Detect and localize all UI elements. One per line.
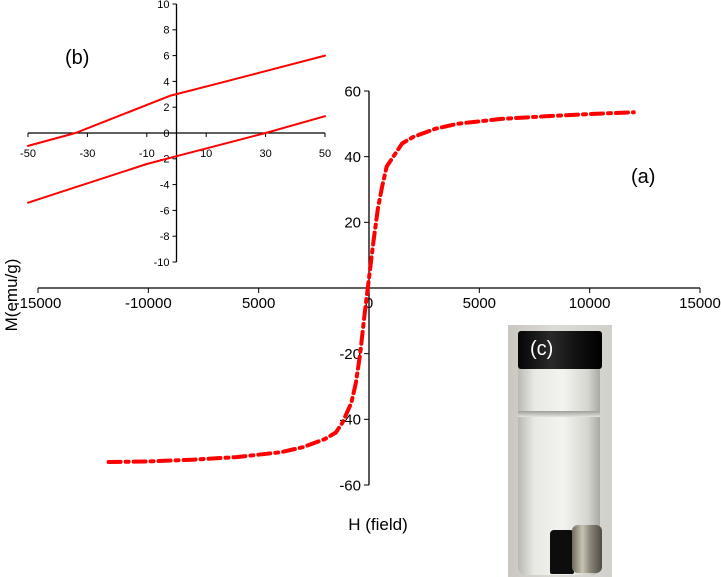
inset-y-tick-label: -4 <box>160 179 170 191</box>
inset-x-tick-label: 10 <box>200 148 212 160</box>
inset-y-tick-label: -8 <box>160 231 170 243</box>
inset-series-line-0 <box>27 54 326 147</box>
main-x-tick-label: -15000 <box>15 295 62 312</box>
liquid-meniscus <box>518 411 600 417</box>
inset-x-ticks: -50 -30 -10 10 30 50 <box>20 133 331 160</box>
main-x-ticks: -15000 -10000 5000 0 5000 10000 15000 <box>15 288 721 312</box>
vial-cap <box>518 331 602 369</box>
panel-label-c: (c) <box>530 338 554 360</box>
main-y-tick-label: 40 <box>344 149 361 166</box>
y-axis-label: M(emu/g) <box>2 259 21 332</box>
main-y-tick-label: -60 <box>339 477 361 494</box>
inset-y-tick-label: 4 <box>163 76 169 88</box>
main-y-tick-label: 20 <box>344 215 361 232</box>
main-x-tick-label: 5000 <box>463 295 496 312</box>
main-y-tick-label: 60 <box>344 83 361 100</box>
panel-label-b: (b) <box>65 47 89 69</box>
main-x-tick-label: 10000 <box>569 295 611 312</box>
panel-label-a: (a) <box>631 166 655 188</box>
x-axis-label: H (field) <box>348 515 408 534</box>
vial-photo: (c) <box>508 325 612 577</box>
inset-y-tick-label: -10 <box>154 257 170 269</box>
inset-series-group <box>27 54 326 204</box>
inset-y-tick-label: 8 <box>163 25 169 37</box>
inset-x-tick-label: 50 <box>319 148 331 160</box>
main-x-tick-label: 5000 <box>242 295 275 312</box>
inset-y-tick-label: -6 <box>160 205 170 217</box>
main-hysteresis-chart: -15000 -10000 5000 0 5000 10000 15000 -60 -4 0 -2… <box>2 83 721 534</box>
main-x-tick-label: 0 <box>365 295 373 312</box>
inset-series-line-1 <box>27 115 326 204</box>
main-series-group <box>106 110 636 464</box>
magnetic-sediment <box>550 530 574 574</box>
magnet-icon <box>572 525 602 573</box>
inset-y-tick-label: 0 <box>163 128 169 140</box>
inset-y-tick-label: 10 <box>157 0 169 11</box>
main-y-tick-label: -20 <box>339 346 361 363</box>
inset-x-tick-label: -30 <box>79 148 95 160</box>
inset-x-tick-label: -50 <box>20 148 36 160</box>
main-series-line-0 <box>106 110 636 464</box>
inset-y-tick-label: 6 <box>163 50 169 62</box>
main-x-tick-label: 15000 <box>679 295 721 312</box>
inset-x-tick-label: -10 <box>139 148 155 160</box>
main-x-tick-label: -10000 <box>125 295 172 312</box>
inset-x-tick-label: 30 <box>259 148 271 160</box>
inset-y-tick-label: 2 <box>163 102 169 114</box>
